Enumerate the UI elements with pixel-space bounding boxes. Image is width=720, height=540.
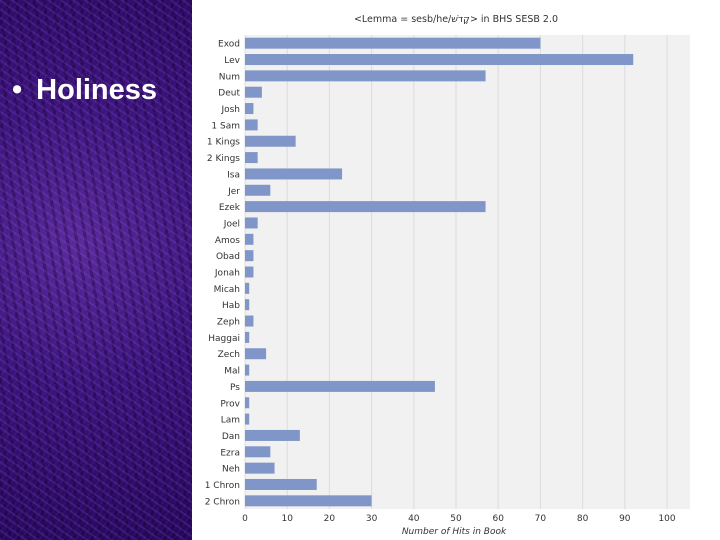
bar-1-sam	[245, 119, 258, 131]
category-label: 1 Chron	[205, 481, 240, 491]
category-label: Amos	[215, 236, 240, 246]
bar-zech	[245, 348, 267, 360]
category-label: Zech	[218, 350, 240, 360]
bar-haggai	[245, 331, 250, 343]
category-label: 1 Kings	[207, 138, 240, 148]
x-tick-label: 10	[281, 514, 293, 524]
bar-1-chron	[245, 478, 317, 490]
category-label: 2 Kings	[207, 154, 240, 164]
category-label: Num	[219, 72, 240, 82]
chart-panel: <Lemma = sesb/he/קָדֹשׁ> in BHS SESB 2.0…	[192, 0, 720, 540]
bar-num	[245, 70, 486, 82]
bar-amos	[245, 233, 254, 245]
bar-1-kings	[245, 135, 296, 147]
x-tick-label: 100	[658, 514, 675, 524]
bar-zeph	[245, 315, 254, 327]
grid-lines	[244, 35, 668, 509]
bar-jonah	[245, 266, 254, 278]
bar-josh	[245, 103, 254, 115]
bar-hab	[245, 299, 250, 311]
bar-chart: <Lemma = sesb/he/קָדֹשׁ> in BHS SESB 2.0…	[205, 14, 690, 537]
bar-neh	[245, 462, 275, 474]
x-tick-label: 40	[408, 514, 420, 524]
category-label: Ezek	[219, 203, 241, 213]
x-tick-label: 0	[242, 514, 248, 524]
bar-deut	[245, 86, 262, 98]
category-label: Lev	[224, 56, 240, 66]
category-label: Neh	[222, 465, 240, 475]
bar-dan	[245, 429, 300, 441]
category-label: Jer	[227, 187, 240, 197]
category-label: Hab	[222, 301, 240, 311]
category-label: 1 Sam	[211, 121, 240, 131]
plot-area	[245, 35, 690, 509]
bar-joel	[245, 217, 258, 229]
x-tick-label: 30	[366, 514, 378, 524]
slide-background-panel: • Holiness	[0, 0, 192, 540]
bar-obad	[245, 250, 254, 262]
x-tick-label: 80	[577, 514, 589, 524]
x-tick-label: 20	[324, 514, 336, 524]
x-tick-label: 60	[492, 514, 504, 524]
category-label: Deut	[218, 89, 240, 99]
category-label: Prov	[220, 399, 240, 409]
category-label: Lam	[221, 416, 240, 426]
bar-2-kings	[245, 152, 258, 164]
bar-ps	[245, 380, 435, 392]
category-label: 2 Chron	[205, 497, 240, 507]
category-label: Obad	[216, 252, 240, 262]
bar-2-chron	[245, 495, 372, 507]
bar-ezek	[245, 201, 486, 213]
category-label: Ezra	[220, 448, 240, 458]
slide-heading: Holiness	[36, 74, 158, 106]
bar-jer	[245, 184, 271, 196]
category-label: Josh	[220, 105, 240, 115]
bar-exod	[245, 37, 541, 49]
x-tick-label: 50	[450, 514, 462, 524]
bar-micah	[245, 282, 250, 294]
bar-ezra	[245, 446, 271, 458]
category-label: Dan	[222, 432, 240, 442]
category-label: Ps	[230, 383, 240, 393]
bar-mal	[245, 364, 250, 376]
category-label: Mal	[224, 367, 240, 377]
slide-bullet-item: • Holiness	[12, 74, 157, 107]
bullet-marker: •	[12, 74, 23, 106]
category-label: Joel	[223, 219, 240, 229]
category-label: Isa	[227, 170, 240, 180]
category-label: Haggai	[208, 334, 240, 344]
x-tick-labels: 0 10 20 30 40 50 60 70 80 90 100	[242, 514, 676, 524]
category-label: Zeph	[217, 318, 240, 328]
category-label: Jonah	[214, 269, 240, 279]
x-tick-label: 90	[619, 514, 631, 524]
x-axis-title: Number of Hits in Book	[402, 527, 507, 537]
bar-lev	[245, 54, 634, 66]
category-label: Exod	[218, 40, 240, 50]
category-labels: Exod Lev Num Deut Josh 1 Sam 1 Kings 2 Kings Isa…	[205, 40, 241, 508]
bar-prov	[245, 397, 250, 409]
bar-lam	[245, 413, 250, 425]
bar-isa	[245, 168, 343, 180]
category-label: Micah	[214, 285, 240, 295]
x-tick-label: 70	[535, 514, 547, 524]
bars	[245, 37, 634, 507]
chart-title: <Lemma = sesb/he/קָדֹשׁ> in BHS SESB 2.0	[354, 14, 558, 25]
